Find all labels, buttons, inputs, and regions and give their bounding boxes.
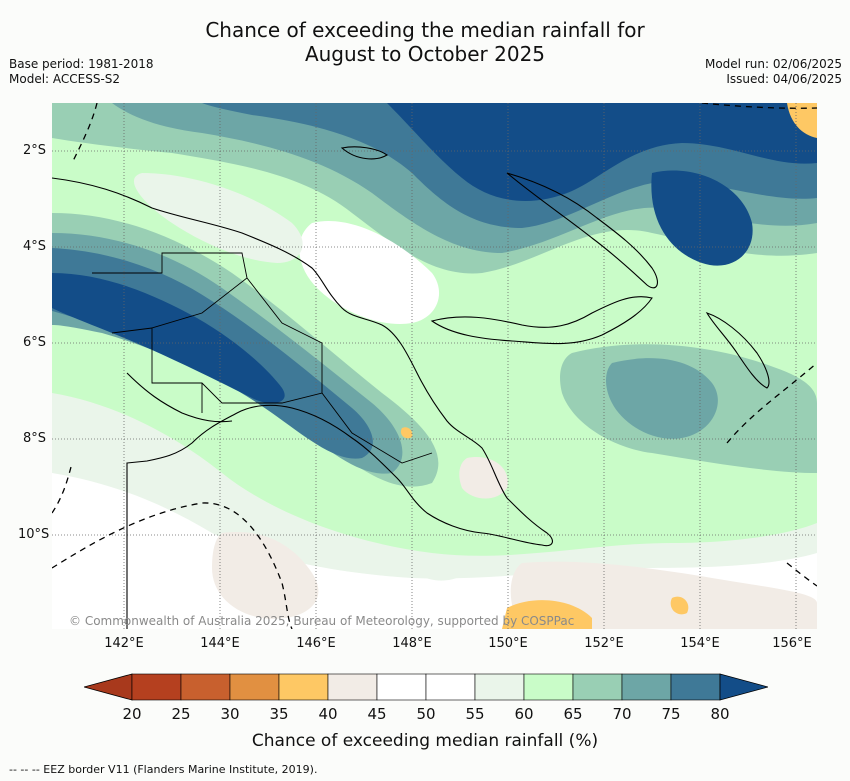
contour-45-southcentral	[212, 532, 319, 619]
copyright-notice: © Commonwealth of Australia 2025, Bureau…	[69, 614, 575, 628]
lon-label-156e: 156°E	[772, 636, 812, 651]
map-title: Chance of exceeding the median rainfall …	[0, 18, 850, 66]
colorbar-segment	[131, 673, 182, 701]
model-name: Model: ACCESS-S2	[9, 72, 121, 86]
new-ireland-coastline	[506, 172, 658, 289]
title-line-2: August to October 2025	[304, 42, 546, 66]
colorbar-segment	[327, 673, 378, 701]
colorbar-tick-label: 60	[514, 705, 534, 723]
lon-label-142e: 142°E	[104, 636, 144, 651]
metadata-right: Model run: 02/06/2025 Issued: 04/06/2025	[705, 57, 842, 87]
contour-70-southeast	[606, 358, 718, 439]
lon-label-152e: 152°E	[584, 636, 624, 651]
new-britain-coastline	[430, 296, 653, 345]
contour-45-southeast	[510, 561, 817, 629]
colorbar-tick-label: 65	[563, 705, 583, 723]
colorbar-segment	[572, 673, 623, 701]
rainfall-map	[52, 103, 817, 629]
lat-label-2s: 2°S	[22, 143, 46, 158]
contour-35-central	[400, 427, 413, 439]
colorbar-segment	[474, 673, 525, 701]
colorbar-segment	[376, 673, 427, 701]
base-period: Base period: 1981-2018	[9, 57, 154, 71]
colorbar-segment	[229, 673, 280, 701]
new-guinea-coastline	[52, 177, 553, 629]
admiralty-coastline	[340, 146, 389, 160]
colorbar-tick-label: 70	[612, 705, 632, 723]
colorbar-tick-label: 55	[465, 705, 485, 723]
eez-borders	[52, 103, 817, 629]
metadata-left: Base period: 1981-2018 Model: ACCESS-S2	[9, 57, 154, 87]
colorbar-tick-label: 80	[710, 705, 730, 723]
graticule	[52, 103, 817, 629]
lat-label-4s: 4°S	[22, 239, 46, 254]
colorbar-title: Chance of exceeding median rainfall (%)	[251, 731, 599, 751]
colorbar-tick-label: 50	[416, 705, 436, 723]
lon-label-148e: 148°E	[392, 636, 432, 651]
lon-label-150e: 150°E	[488, 636, 528, 651]
colorbar-tick-label: 20	[122, 705, 142, 723]
lon-label-154e: 154°E	[680, 636, 720, 651]
lon-label-146e: 146°E	[296, 636, 336, 651]
colorbar-tick-label: 35	[269, 705, 289, 723]
colorbar-tick-label: 30	[220, 705, 240, 723]
title-line-1: Chance of exceeding the median rainfall …	[205, 18, 645, 42]
contour-35-south-dot	[670, 596, 689, 615]
contour-35-northeast-corner	[787, 103, 817, 138]
colorbar-tick-label: 25	[171, 705, 191, 723]
lat-label-6s: 6°S	[22, 335, 46, 350]
bougainville-coastline	[705, 312, 770, 389]
contour-35-southeast	[502, 600, 592, 629]
lon-label-144e: 144°E	[200, 636, 240, 651]
colorbar-segment	[425, 673, 476, 701]
contour-over-north	[387, 103, 817, 201]
colorbar-under-triangle	[82, 673, 133, 701]
model-run: Model run: 02/06/2025	[704, 57, 842, 71]
colorbar-tick-label: 45	[367, 705, 387, 723]
colorbar	[82, 673, 770, 705]
contour-over-west	[52, 273, 285, 404]
eez-legend-footer: -- -- -- EEZ border V11 (Flanders Marine…	[9, 763, 318, 776]
map-svg	[52, 103, 817, 629]
colorbar-segment	[621, 673, 672, 701]
issued-date: Issued: 04/06/2025	[726, 72, 842, 86]
contour-over-northeast	[651, 170, 753, 266]
colorbar-tick-label: 40	[318, 705, 338, 723]
colorbar-svg	[82, 673, 770, 701]
new-guinea-south-coast	[126, 372, 233, 423]
colorbar-segment	[670, 673, 721, 701]
lat-label-8s: 8°S	[22, 431, 46, 446]
contour-60-southwest	[415, 555, 467, 581]
contour-45-southcentral2	[459, 457, 508, 499]
lat-label-10s: 10°S	[18, 527, 50, 542]
colorbar-segment	[278, 673, 329, 701]
province-borders	[92, 252, 433, 464]
colorbar-over-triangle	[719, 673, 770, 701]
colorbar-segment	[523, 673, 574, 701]
colorbar-tick-label: 75	[661, 705, 681, 723]
colorbar-segment	[180, 673, 231, 701]
